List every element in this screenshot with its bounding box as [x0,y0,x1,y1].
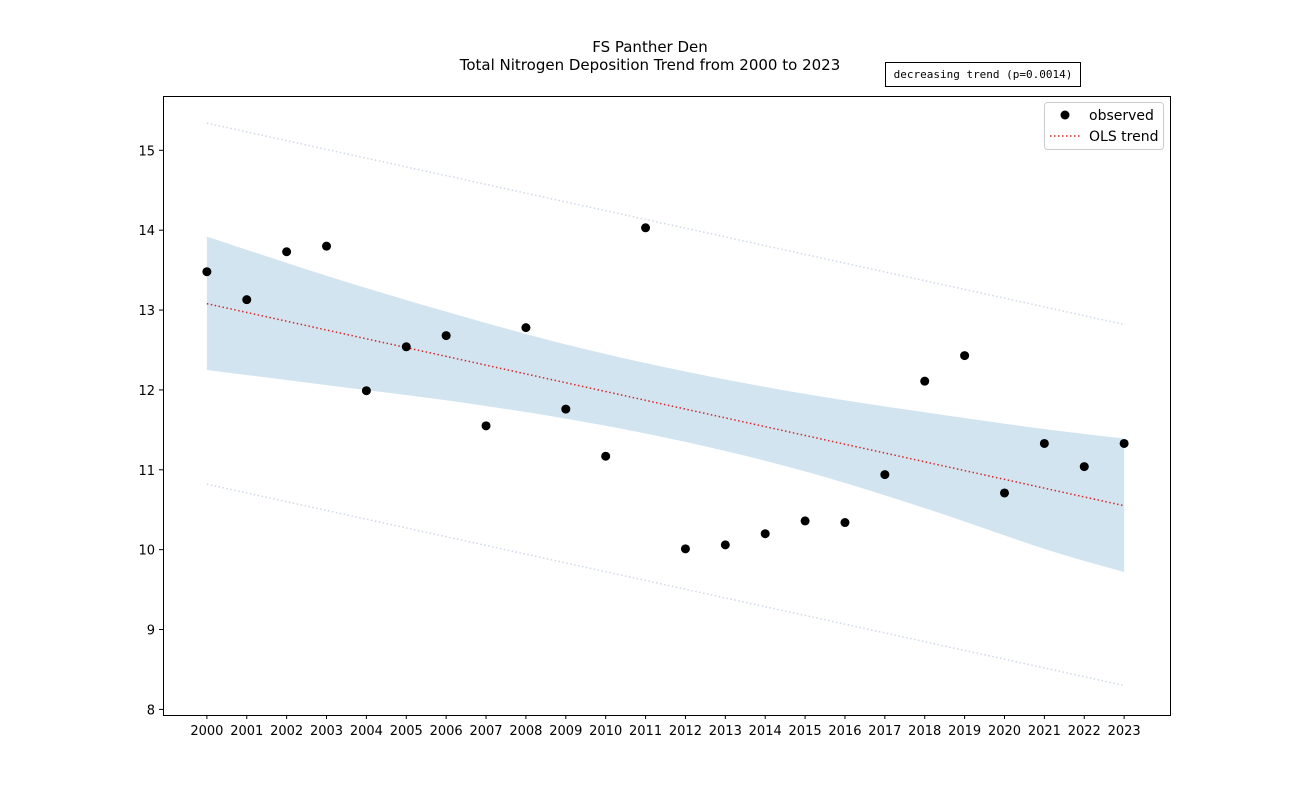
y-tick-label-15: 15 [138,144,155,159]
data-point-2004 [361,386,371,396]
legend-box [1044,102,1164,150]
x-tick-label-2002: 2002 [270,724,303,739]
data-point-2020 [999,488,1009,498]
data-point-2011 [641,223,651,233]
data-point-2012 [680,544,690,554]
ols-trend-line [206,302,1125,507]
plot-frame [163,96,1171,716]
x-tick-label-2015: 2015 [789,724,822,739]
data-point-2016 [840,518,850,528]
y-tick-label-9: 9 [147,624,155,639]
data-point-2021 [1039,438,1049,448]
x-tick-label-2017: 2017 [868,724,901,739]
prediction-band-lower [206,483,1125,687]
data-point-2005 [401,342,411,352]
data-point-2001 [242,295,252,305]
x-tick-label-2007: 2007 [469,724,502,739]
x-tick-label-2019: 2019 [948,724,981,739]
x-tick-label-2021: 2021 [1028,724,1061,739]
y-tick-label-12: 12 [138,384,155,399]
x-tick-label-2012: 2012 [669,724,702,739]
x-tick-label-2014: 2014 [749,724,782,739]
data-point-2013 [720,540,730,550]
chart-subtitle: Total Nitrogen Deposition Trend from 200… [459,56,841,74]
data-point-2015 [800,516,810,526]
data-point-2019 [960,351,970,361]
x-tick-label-2004: 2004 [350,724,383,739]
data-point-2018 [920,376,930,386]
trend-annotation: decreasing trend (p=0.0014) [885,62,1081,87]
x-tick-label-2022: 2022 [1068,724,1101,739]
y-tick-label-8: 8 [147,703,155,718]
annotation-box [885,62,1081,87]
x-tick-label-2000: 2000 [190,724,223,739]
data-point-2000 [202,267,212,277]
x-tick-label-2008: 2008 [509,724,542,739]
chart-title: FS Panther Den [592,38,708,56]
data-point-2008 [521,323,531,333]
x-tick-label-2010: 2010 [589,724,622,739]
x-tick-label-2023: 2023 [1108,724,1141,739]
x-tick-label-2016: 2016 [828,724,861,739]
x-tick-label-2005: 2005 [390,724,423,739]
legend-label-ols-trend: OLS trend [1089,129,1158,145]
confidence-band [206,236,1125,573]
data-point-2022 [1079,462,1089,472]
y-tick-label-10: 10 [138,544,155,559]
data-point-2014 [760,529,770,539]
data-point-2023 [1119,438,1129,448]
legend-label-observed: observed [1089,108,1154,124]
data-point-2010 [601,451,611,461]
axes: 8 9 10 11 12 13 14 15 2000 2001 2002 2003 2004 2005 20… [138,96,1171,739]
x-tick-label-2013: 2013 [709,724,742,739]
y-tick-label-13: 13 [138,304,155,319]
y-tick-label-11: 11 [138,464,155,479]
x-tick-label-2020: 2020 [988,724,1021,739]
plot-area [202,122,1129,687]
data-point-2002 [282,247,292,257]
x-tick-label-2001: 2001 [230,724,263,739]
data-point-2006 [441,331,451,341]
legend-marker-observed [1060,110,1070,120]
legend: observed OLS trend [1044,102,1164,150]
annotation-text: decreasing trend (p=0.0014) [894,68,1073,81]
x-tick-label-2006: 2006 [430,724,463,739]
data-point-2003 [322,241,332,251]
x-tick-label-2011: 2011 [629,724,662,739]
x-tick-label-2003: 2003 [310,724,343,739]
data-point-2017 [880,470,890,480]
x-tick-label-2009: 2009 [549,724,582,739]
y-tick-label-14: 14 [138,224,155,239]
prediction-band-upper [206,122,1125,326]
x-tick-label-2018: 2018 [908,724,941,739]
data-point-2007 [481,421,491,431]
data-point-2009 [561,404,571,414]
